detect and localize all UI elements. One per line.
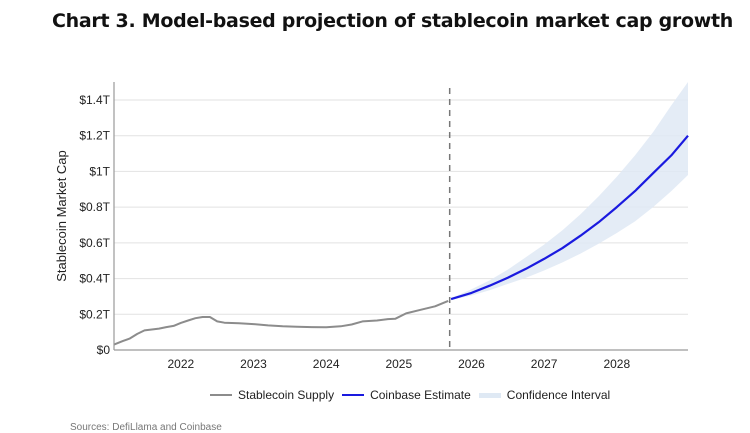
- stablecoin-supply-line: [113, 299, 449, 346]
- legend-item-estimate: Coinbase Estimate: [342, 388, 471, 402]
- legend-label-confidence: Confidence Interval: [506, 388, 611, 402]
- y-tick-labels: $0 $0.2T $0.4T $0.6T $0.8T $1T $1.2T $1.4T: [79, 93, 110, 357]
- y-tick-label: $1T: [89, 164, 110, 178]
- x-tick-label: 2027: [531, 357, 558, 371]
- y-tick-label: $0: [97, 343, 111, 357]
- legend-swatch-estimate: [342, 394, 365, 396]
- x-tick-labels: 2022 2023 2024 2025 2026 2027 2028: [167, 357, 630, 371]
- x-tick-label: 2024: [313, 357, 340, 371]
- y-tick-label: $0.8T: [79, 200, 110, 214]
- coinbase-estimate-line: [450, 134, 689, 301]
- source-note: Sources: DefiLlama and Coinbase: [70, 422, 222, 433]
- legend-label-supply: Stablecoin Supply: [238, 388, 335, 402]
- legend-item-supply: Stablecoin Supply: [210, 388, 334, 402]
- x-tick-label: 2028: [603, 357, 630, 371]
- y-tick-label: $1.4T: [79, 93, 110, 107]
- confidence-band: [451, 82, 688, 300]
- y-tick-label: $0.2T: [79, 307, 110, 321]
- series-lines: [113, 134, 689, 346]
- legend-swatch-confidence: [478, 392, 501, 398]
- x-tick-label: 2023: [240, 357, 267, 371]
- legend-swatch-supply: [210, 394, 232, 396]
- y-tick-label: $0.4T: [79, 272, 110, 286]
- legend-label-estimate: Coinbase Estimate: [370, 388, 471, 402]
- x-tick-label: 2022: [167, 357, 194, 371]
- x-tick-label: 2026: [458, 357, 485, 371]
- chart-title: Chart 3. Model-based projection of stabl…: [52, 10, 733, 32]
- axes: [113, 82, 688, 352]
- legend-item-confidence: Confidence Interval: [478, 388, 611, 402]
- confidence-band-group: [451, 82, 688, 300]
- x-tick-label: 2025: [385, 357, 412, 371]
- y-tick-label: $1.2T: [79, 129, 110, 143]
- y-tick-label: $0.6T: [79, 236, 110, 250]
- legend: Stablecoin Supply Coinbase Estimate Conf…: [210, 388, 618, 402]
- y-axis-label: Stablecoin Market Cap: [54, 150, 69, 282]
